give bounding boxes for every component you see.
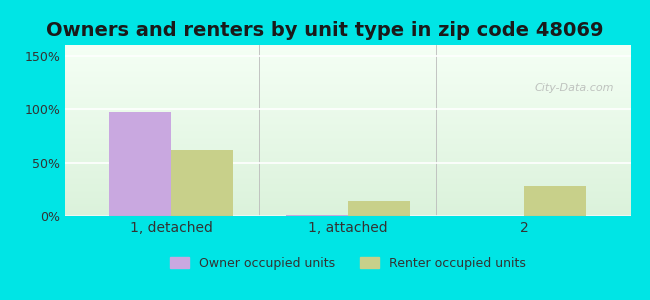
Bar [286, 215, 348, 216]
Bar [348, 201, 410, 216]
Legend: Owner occupied units, Renter occupied units: Owner occupied units, Renter occupied un… [165, 252, 530, 275]
Text: Owners and renters by unit type in zip code 48069: Owners and renters by unit type in zip c… [46, 21, 604, 40]
Bar [525, 186, 586, 216]
Bar [171, 150, 233, 216]
Text: City-Data.com: City-Data.com [534, 82, 614, 93]
Bar [109, 112, 171, 216]
